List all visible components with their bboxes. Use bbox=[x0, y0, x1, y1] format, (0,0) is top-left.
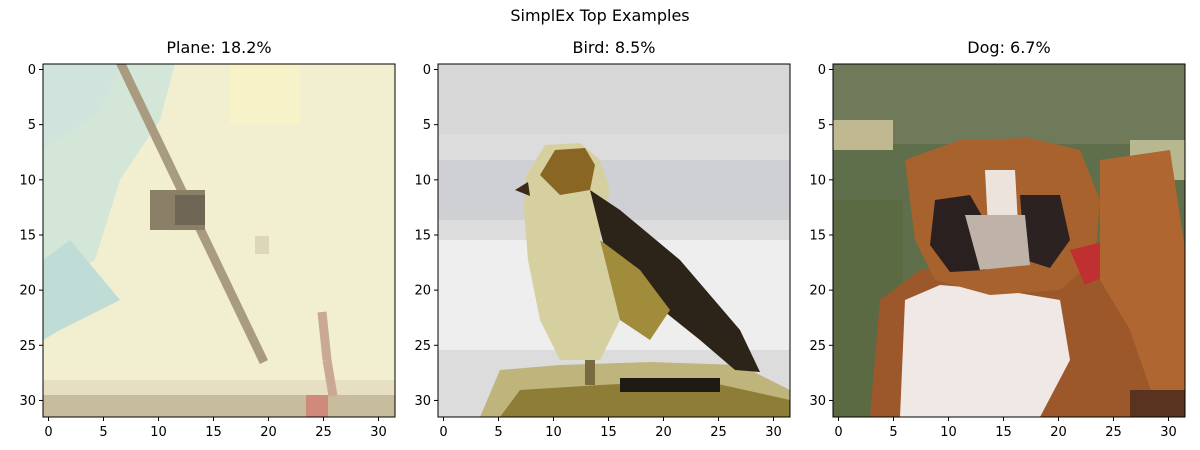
bird-ytick-label: 20 bbox=[414, 284, 431, 299]
dog-ytick-label: 30 bbox=[809, 394, 826, 409]
panel-title-dog: Dog: 6.7% bbox=[967, 38, 1051, 57]
dog-ytick-label: 10 bbox=[809, 173, 826, 188]
bird-ytick-label: 5 bbox=[423, 118, 431, 133]
bird-image bbox=[438, 64, 790, 417]
dog-ytick-label: 5 bbox=[818, 118, 826, 133]
dog-ytick-label: 20 bbox=[809, 284, 826, 299]
bird-xtick-label: 5 bbox=[494, 425, 502, 440]
dog-ytick-label: 0 bbox=[818, 63, 826, 78]
dog-xtick-label: 30 bbox=[1160, 425, 1177, 440]
plane-xtick-label: 0 bbox=[44, 425, 52, 440]
dog-xtick-label: 5 bbox=[889, 425, 897, 440]
plane-xtick-label: 5 bbox=[99, 425, 107, 440]
dog-xtick-label: 25 bbox=[1105, 425, 1122, 440]
bird-xtick-label: 30 bbox=[765, 425, 782, 440]
bird-xtick-label: 25 bbox=[710, 425, 727, 440]
dog-xtick-label: 0 bbox=[834, 425, 842, 440]
dog-axes-frame bbox=[832, 63, 1186, 418]
plane-ytick-label: 20 bbox=[19, 284, 36, 299]
dog-xtick-label: 20 bbox=[1050, 425, 1067, 440]
plane-ytick-label: 15 bbox=[19, 228, 36, 243]
bird-ytick-label: 25 bbox=[414, 339, 431, 354]
dog-image bbox=[833, 64, 1185, 417]
plane-ytick-label: 5 bbox=[28, 118, 36, 133]
bird-xtick-label: 15 bbox=[600, 425, 617, 440]
bird-ytick-label: 15 bbox=[414, 228, 431, 243]
plane-xtick-label: 25 bbox=[315, 425, 332, 440]
plane-xtick-label: 30 bbox=[370, 425, 387, 440]
bird-ytick-label: 30 bbox=[414, 394, 431, 409]
bird-ytick-label: 10 bbox=[414, 173, 431, 188]
plane-xtick-label: 20 bbox=[260, 425, 277, 440]
plane-ytick-label: 30 bbox=[19, 394, 36, 409]
bird-axes-frame bbox=[437, 63, 791, 418]
plane-image bbox=[43, 64, 395, 417]
panel-title-bird: Bird: 8.5% bbox=[572, 38, 656, 57]
figure-suptitle: SimplEx Top Examples bbox=[510, 6, 690, 25]
plane-ytick-label: 25 bbox=[19, 339, 36, 354]
dog-ytick-label: 25 bbox=[809, 339, 826, 354]
plane-ytick-label: 0 bbox=[28, 63, 36, 78]
plane-xtick-label: 15 bbox=[205, 425, 222, 440]
plane-axes-frame bbox=[42, 63, 396, 418]
bird-xtick-label: 20 bbox=[655, 425, 672, 440]
dog-xtick-label: 10 bbox=[940, 425, 957, 440]
plane-ytick-label: 10 bbox=[19, 173, 36, 188]
axis-ticks: 0 5 10 15 20 25 30 0 5 10 15 20 25 30 0 5 10 15 20 25 30 0 5 10… bbox=[19, 63, 1176, 440]
bird-xtick-label: 10 bbox=[545, 425, 562, 440]
dog-xtick-label: 15 bbox=[995, 425, 1012, 440]
panel-title-plane: Plane: 18.2% bbox=[166, 38, 272, 57]
bird-ytick-label: 0 bbox=[423, 63, 431, 78]
dog-ytick-label: 15 bbox=[809, 228, 826, 243]
bird-xtick-label: 0 bbox=[439, 425, 447, 440]
plane-xtick-label: 10 bbox=[150, 425, 167, 440]
